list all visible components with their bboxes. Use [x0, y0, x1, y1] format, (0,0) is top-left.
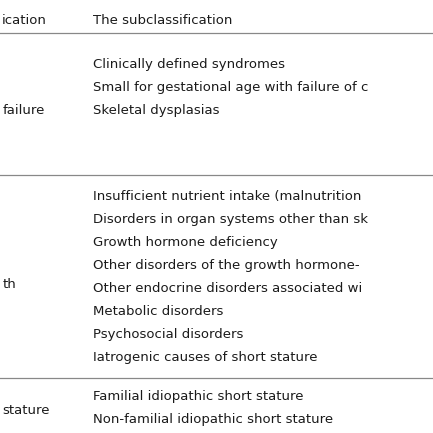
Text: The subclassification: The subclassification	[93, 14, 233, 27]
Text: Insufficient nutrient intake (malnutrition: Insufficient nutrient intake (malnutriti…	[93, 190, 362, 203]
Text: failure: failure	[2, 103, 45, 116]
Text: th: th	[2, 278, 16, 291]
Text: Other disorders of the growth hormone-: Other disorders of the growth hormone-	[93, 259, 360, 272]
Text: Metabolic disorders: Metabolic disorders	[93, 305, 223, 318]
Text: Psychosocial disorders: Psychosocial disorders	[93, 328, 243, 341]
Text: Iatrogenic causes of short stature: Iatrogenic causes of short stature	[93, 351, 317, 364]
Text: Other endocrine disorders associated wi: Other endocrine disorders associated wi	[93, 282, 362, 295]
Text: Clinically defined syndromes: Clinically defined syndromes	[93, 58, 285, 71]
Text: stature: stature	[2, 404, 50, 417]
Text: Familial idiopathic short stature: Familial idiopathic short stature	[93, 390, 304, 403]
Text: Skeletal dysplasias: Skeletal dysplasias	[93, 104, 220, 117]
Text: Small for gestational age with failure of c: Small for gestational age with failure o…	[93, 81, 368, 94]
Text: ication: ication	[2, 14, 47, 27]
Text: Growth hormone deficiency: Growth hormone deficiency	[93, 236, 278, 249]
Text: Non-familial idiopathic short stature: Non-familial idiopathic short stature	[93, 413, 333, 426]
Text: Disorders in organ systems other than sk: Disorders in organ systems other than sk	[93, 213, 368, 226]
